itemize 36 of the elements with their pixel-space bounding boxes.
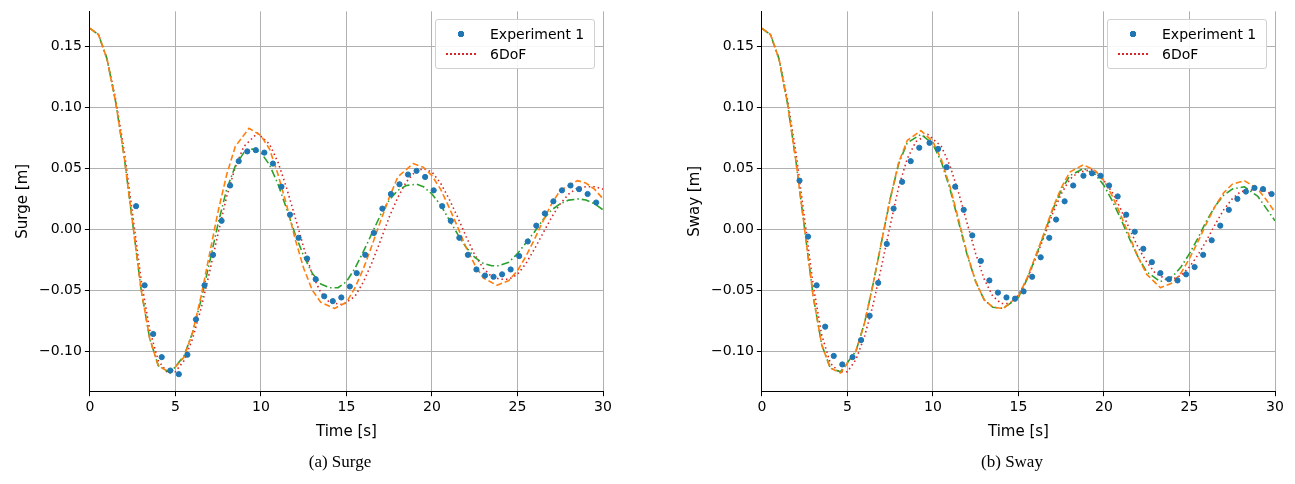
x-tick-label: 15 — [1009, 398, 1028, 415]
x-tick-label: 30 — [594, 398, 612, 415]
y-tick-label: −0.05 — [711, 280, 754, 297]
y-tick-label: 0.05 — [50, 159, 82, 176]
x-tick-label: 20 — [423, 398, 441, 415]
y-tick-label: 0.05 — [722, 159, 754, 176]
y-tick-label: 0.15 — [50, 37, 82, 54]
x-axis-title: Time [s] — [314, 421, 377, 440]
text: (a) Surge — [307, 452, 373, 472]
x-tick-label: 10 — [924, 398, 942, 415]
y-tick-label: −0.10 — [711, 341, 754, 358]
legend-label: 6DoF — [1162, 45, 1199, 65]
y-tick-label: 0.10 — [50, 98, 82, 115]
y-tick-label: 0.10 — [722, 98, 754, 115]
y-tick-label: 0.00 — [50, 219, 82, 236]
y-axis-title: Surge [m] — [12, 163, 31, 239]
x-tick-label: 10 — [252, 398, 270, 415]
x-tick-label: 5 — [170, 398, 180, 415]
legend-label: 6DoF — [490, 45, 527, 65]
legend-label: Experiment 1 — [490, 25, 585, 45]
y-tick-label: 0.00 — [722, 219, 754, 236]
y-axis-title: Sway [m] — [684, 165, 703, 237]
x-tick-label: 20 — [1095, 398, 1113, 415]
legend-label: Experiment 1 — [1162, 25, 1257, 45]
x-tick-label: 15 — [337, 398, 356, 415]
x-axis-title: Time [s] — [986, 421, 1049, 440]
x-tick-label: 0 — [85, 398, 95, 415]
x-tick-label: 0 — [757, 398, 767, 415]
y-tick-label: −0.05 — [39, 280, 82, 297]
y-tick-label: 0.15 — [722, 37, 754, 54]
x-tick-label: 5 — [842, 398, 852, 415]
x-tick-label: 25 — [1180, 398, 1199, 415]
x-tick-label: 30 — [1266, 398, 1284, 415]
text: (b) Sway — [980, 452, 1044, 472]
y-tick-label: −0.10 — [39, 341, 82, 358]
x-tick-label: 25 — [508, 398, 527, 415]
